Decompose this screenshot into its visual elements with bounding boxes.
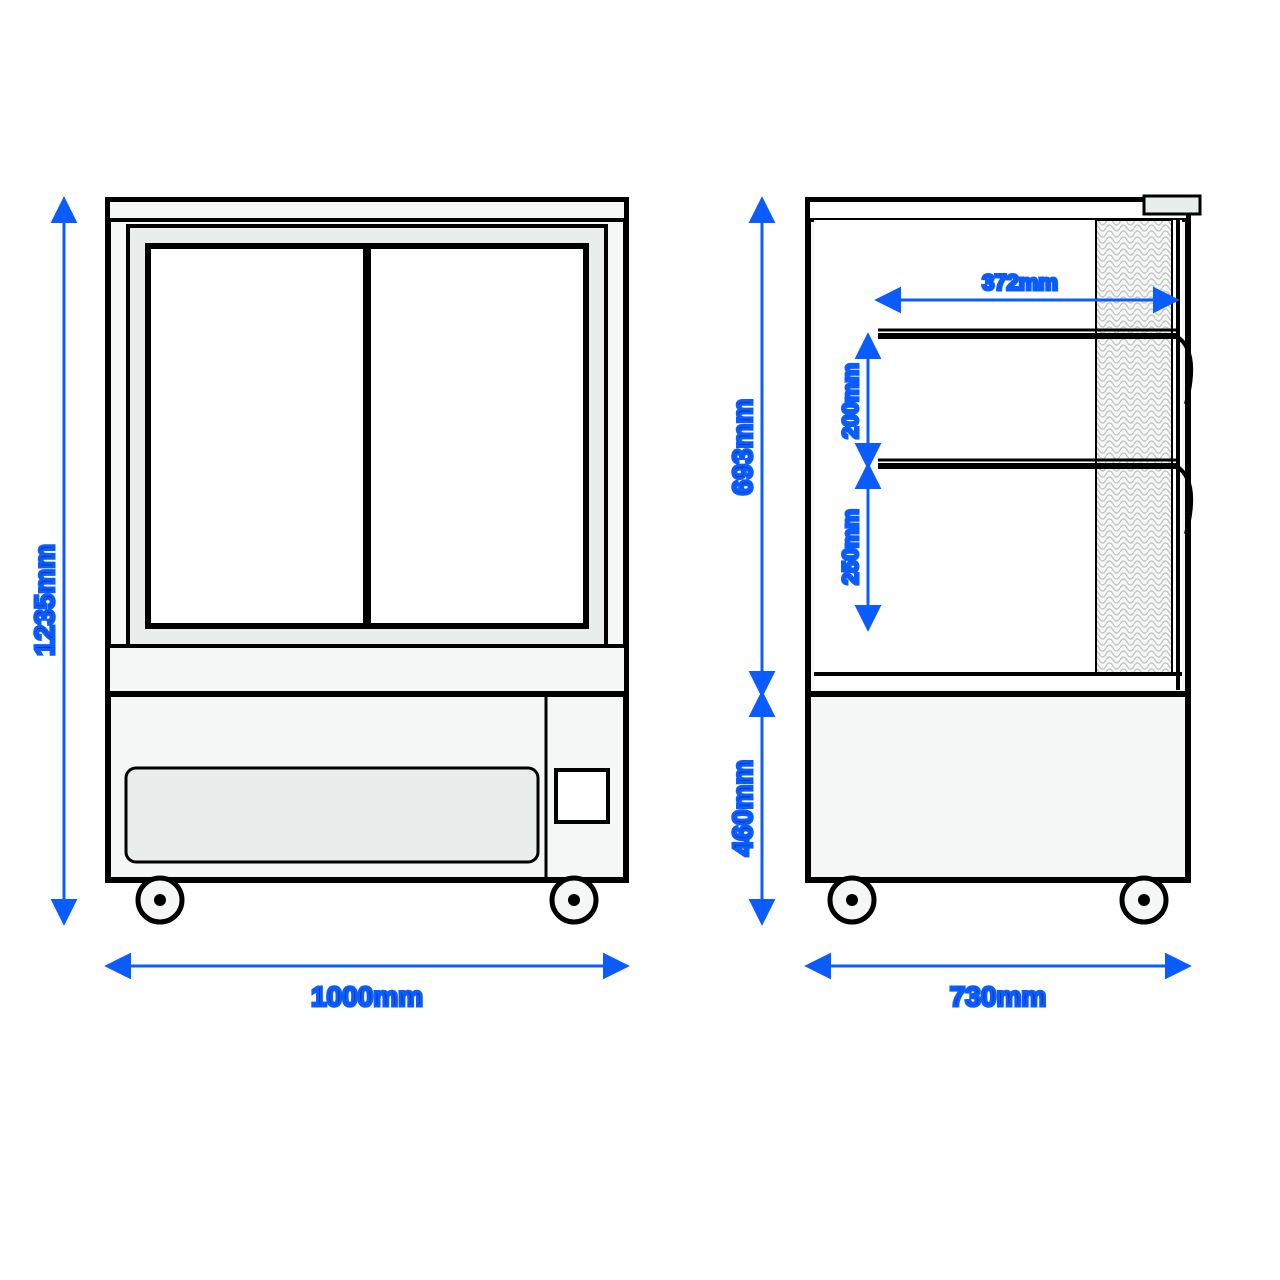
side-mesh — [1096, 220, 1172, 674]
side-caster-left — [830, 878, 874, 922]
dim-shelf-depth-label: 372mm — [982, 270, 1058, 295]
side-caster-right — [1122, 878, 1166, 922]
dim-width-side-label: 730mm — [950, 981, 1047, 1012]
front-mid-band — [108, 646, 626, 694]
front-caster-left — [138, 878, 182, 922]
dim-gap1-label: 200mm — [838, 363, 863, 439]
front-control-panel — [556, 770, 608, 822]
dim-height-total-label: 1235mm — [29, 544, 60, 656]
dim-height-upper-label: 693mm — [727, 399, 758, 496]
technical-drawing: 1235mm 1000mm 693mm 460mm 730mm 372mm 20… — [0, 0, 1280, 1280]
dim-height-lower-label: 460mm — [727, 760, 758, 857]
side-top-overhang — [1144, 196, 1200, 214]
side-base — [808, 694, 1188, 880]
front-view — [108, 200, 626, 922]
dim-width-front-label: 1000mm — [311, 981, 423, 1012]
dim-gap2-label: 250mm — [838, 509, 863, 585]
side-top-bar — [808, 200, 1188, 220]
front-caster-right — [552, 878, 596, 922]
front-base-panel — [126, 768, 538, 862]
front-top-lip — [108, 200, 626, 220]
